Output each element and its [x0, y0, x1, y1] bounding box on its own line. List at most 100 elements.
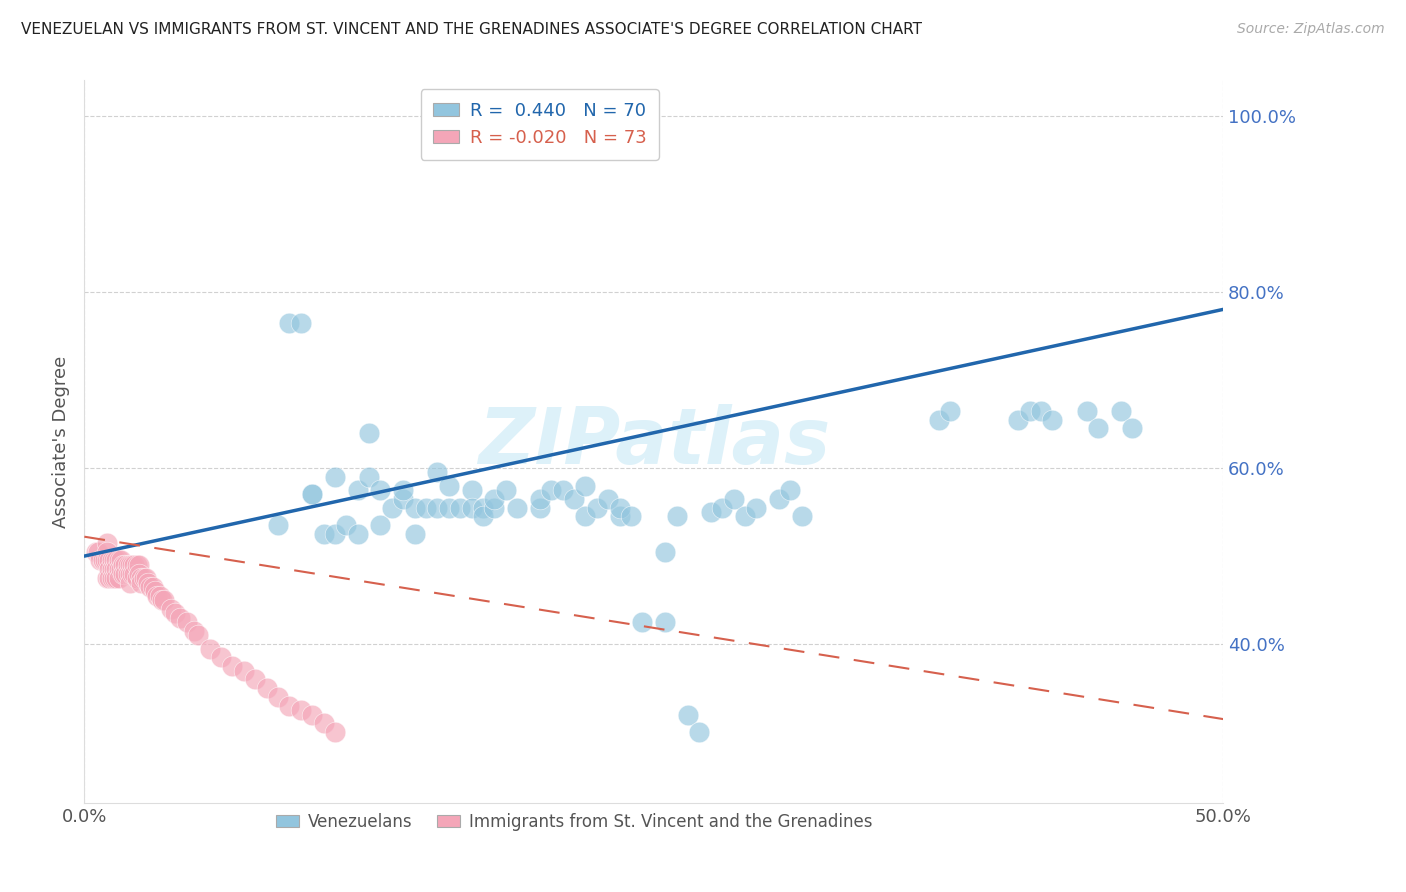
Point [103, 571, 125, 585]
Point [574, 509, 596, 524]
Point [142, 580, 165, 594]
Point [105, 553, 128, 567]
Point [745, 500, 768, 515]
Point [124, 558, 146, 572]
Point [232, 664, 254, 678]
Point [132, 571, 155, 585]
Point [165, 607, 187, 621]
Point [426, 500, 449, 515]
Point [103, 562, 125, 576]
Point [118, 575, 141, 590]
Point [586, 500, 609, 515]
Point [107, 571, 129, 585]
Point [124, 566, 146, 581]
Point [96, 553, 118, 567]
Point [472, 500, 495, 515]
Point [1121, 421, 1143, 435]
Point [1076, 403, 1098, 417]
Point [131, 575, 153, 590]
Point [267, 690, 290, 704]
Point [148, 589, 170, 603]
Text: VENEZUELAN VS IMMIGRANTS FROM ST. VINCENT AND THE GRENADINES ASSOCIATE'S DEGREE : VENEZUELAN VS IMMIGRANTS FROM ST. VINCEN… [21, 22, 922, 37]
Point [128, 558, 150, 572]
Point [620, 509, 643, 524]
Point [449, 500, 471, 515]
Point [1018, 403, 1040, 417]
Point [136, 575, 159, 590]
Point [631, 615, 654, 630]
Point [562, 491, 585, 506]
Point [100, 571, 122, 585]
Point [96, 544, 118, 558]
Point [121, 558, 143, 572]
Point [484, 500, 506, 515]
Point [323, 470, 346, 484]
Point [143, 584, 166, 599]
Point [114, 566, 136, 581]
Point [381, 500, 404, 515]
Point [96, 571, 118, 585]
Point [768, 491, 790, 506]
Point [335, 518, 357, 533]
Point [323, 725, 346, 739]
Point [150, 593, 173, 607]
Point [301, 487, 323, 501]
Point [551, 483, 574, 497]
Point [105, 571, 128, 585]
Point [437, 478, 460, 492]
Point [100, 553, 122, 567]
Point [278, 698, 301, 713]
Point [118, 558, 141, 572]
Point [609, 500, 631, 515]
Point [437, 500, 460, 515]
Point [540, 483, 562, 497]
Point [676, 707, 699, 722]
Point [301, 707, 323, 722]
Point [290, 703, 312, 717]
Point [529, 500, 551, 515]
Point [245, 673, 267, 687]
Point [415, 500, 437, 515]
Point [267, 518, 290, 533]
Point [1029, 403, 1052, 417]
Point [484, 491, 506, 506]
Point [506, 500, 529, 515]
Point [370, 483, 392, 497]
Point [392, 491, 415, 506]
Point [209, 650, 232, 665]
Point [128, 566, 150, 581]
Point [187, 628, 209, 642]
Point [160, 602, 183, 616]
Point [98, 571, 121, 585]
Point [404, 527, 426, 541]
Point [98, 562, 121, 576]
Point [790, 509, 813, 524]
Point [105, 562, 128, 576]
Point [370, 518, 392, 533]
Point [103, 553, 125, 567]
Point [121, 566, 143, 581]
Point [529, 491, 551, 506]
Point [107, 562, 129, 576]
Point [359, 470, 381, 484]
Point [176, 615, 198, 630]
Point [98, 553, 121, 567]
Point [91, 553, 114, 567]
Point [117, 566, 139, 581]
Point [87, 544, 110, 558]
Point [139, 580, 162, 594]
Point [117, 558, 139, 572]
Point [107, 553, 129, 567]
Point [131, 571, 153, 585]
Point [1109, 403, 1132, 417]
Point [323, 527, 346, 541]
Point [278, 316, 301, 330]
Point [110, 562, 132, 576]
Point [1007, 412, 1029, 426]
Point [654, 544, 676, 558]
Legend: Venezuelans, Immigrants from St. Vincent and the Grenadines: Venezuelans, Immigrants from St. Vincent… [269, 806, 879, 838]
Point [688, 725, 710, 739]
Point [94, 553, 117, 567]
Point [426, 466, 449, 480]
Point [928, 412, 950, 426]
